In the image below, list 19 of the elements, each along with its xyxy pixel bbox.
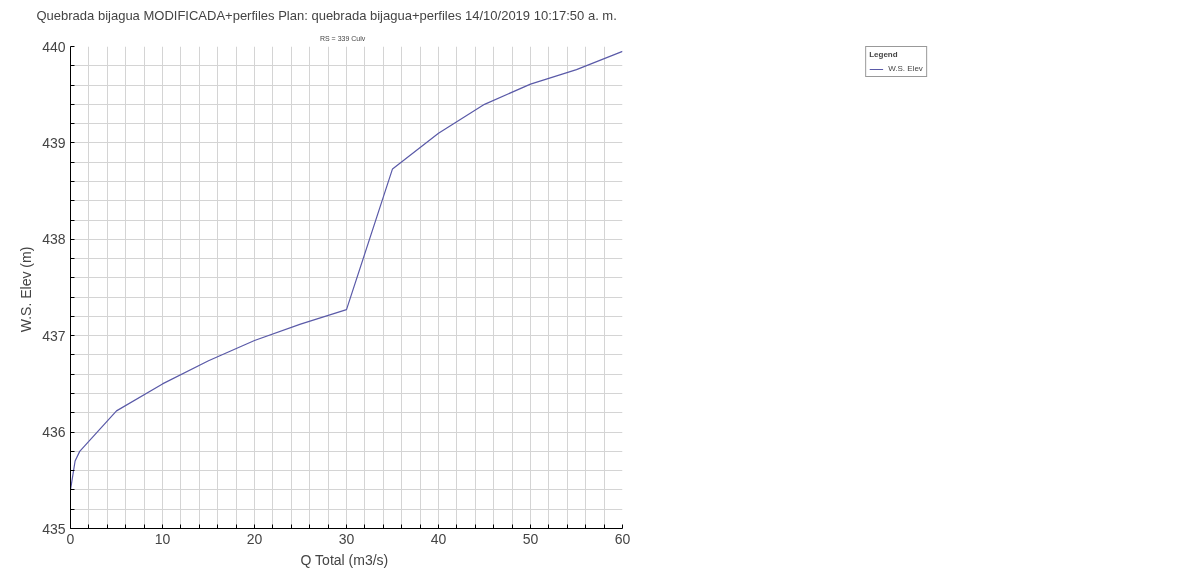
y-tick-label: 436 (42, 424, 66, 441)
y-tick-label: 439 (42, 134, 66, 151)
chart-title: Quebrada bijagua MODIFICADA+perfiles Plan: quebrada bijagua+perfiles 14/10/2019 10:17:50 a. m. (36, 7, 617, 23)
legend-title: Legend (869, 50, 899, 59)
y-tick-label: 438 (42, 231, 66, 248)
y-tick-label: 437 (42, 327, 66, 344)
x-tick-label: 40 (430, 530, 447, 547)
x-tick-label: 0 (66, 530, 75, 547)
x-tick-label: 20 (246, 530, 263, 547)
x-tick-label: 10 (154, 530, 171, 547)
y-axis-title: W.S. Elev (m) (18, 246, 35, 333)
x-tick-label: 30 (338, 530, 355, 547)
x-tick-label: 60 (614, 530, 631, 547)
legend-label: W.S. Elev (888, 64, 923, 73)
line-series (70, 50, 623, 491)
x-axis-title: Q Total (m3/s) (300, 551, 389, 568)
y-tick-label: 435 (42, 520, 66, 537)
x-tick-label: 50 (522, 530, 539, 547)
y-tick-label: 440 (42, 38, 66, 55)
